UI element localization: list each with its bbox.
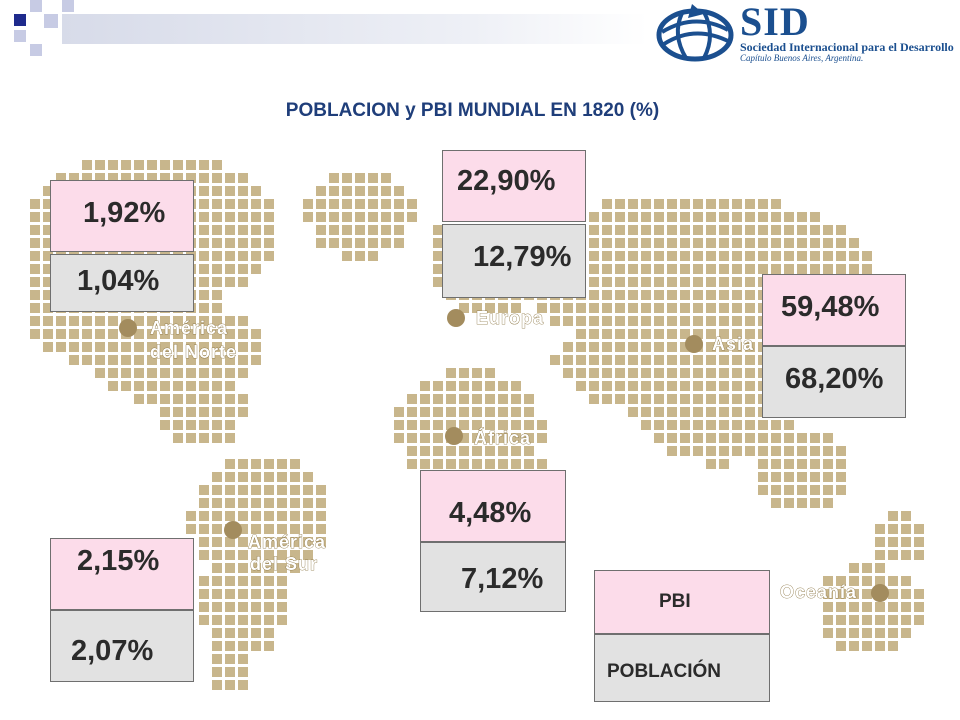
label-oceania: Oceanía [780,582,857,602]
europe-poblacion-box: 12,79% [442,224,586,298]
header-square [62,0,74,12]
south-america-poblacion-value: 2,07% [71,635,154,667]
africa-pbi-box: 4,48% [420,470,566,542]
header-square [30,0,42,12]
north-america-pbi-box: 1,92% [50,180,194,252]
north-america-poblacion-box: 1,04% [50,254,194,312]
header-bar [62,14,648,44]
logo-name: SID [740,0,810,44]
marker-north-america [119,319,137,337]
south-america-pbi-box: 2,15% [50,538,194,610]
label-south-america-1: América [248,532,326,552]
globe-icon [656,4,734,62]
legend-pbi-label: PBI [659,591,691,612]
header-square [14,14,26,26]
page-title: POBLACION y PBI MUNDIAL EN 1820 (%) [285,100,660,121]
region-markers [119,309,889,602]
logo-chapter: Capítulo Buenos Aires, Argentina. [740,53,864,63]
sid-logo: SID Sociedad Internacional para el Desar… [652,0,954,64]
marker-asia [685,335,703,353]
marker-europe [447,309,465,327]
label-north-america-2: del Norte [150,342,237,362]
europe-poblacion-value: 12,79% [473,241,572,273]
legend-pbi-box: PBI [594,570,770,634]
header-square [14,30,26,42]
africa-pbi-value: 4,48% [449,497,532,529]
label-south-america-2: del Sur [250,554,318,574]
marker-south-america [224,521,242,539]
north-america-pbi-value: 1,92% [83,197,166,229]
south-america-pbi-value: 2,15% [77,545,160,577]
africa-poblacion-value: 7,12% [461,563,544,595]
asia-pbi-value: 59,48% [781,291,880,323]
label-asia: Asia [712,334,754,354]
north-america-poblacion-value: 1,04% [77,265,160,297]
logo-subtitle: Sociedad Internacional para el Desarroll… [740,40,954,54]
south-america-poblacion-box: 2,07% [50,610,194,682]
header-square [30,44,42,56]
label-africa: África [474,427,531,448]
label-europe: Europa [476,308,544,328]
asia-pbi-box: 59,48% [762,274,906,346]
marker-oceania [871,584,889,602]
header-square [44,14,58,28]
europe-pbi-value: 22,90% [457,165,556,197]
europe-pbi-box: 22,90% [442,150,586,222]
africa-poblacion-box: 7,12% [420,542,566,612]
label-north-america-1: América [150,318,228,338]
marker-africa [445,427,463,445]
asia-poblacion-value: 68,20% [785,363,884,395]
legend-poblacion-label: POBLACIÓN [607,661,721,682]
legend-poblacion-box: POBLACIÓN [594,634,770,702]
asia-poblacion-box: 68,20% [762,346,906,418]
